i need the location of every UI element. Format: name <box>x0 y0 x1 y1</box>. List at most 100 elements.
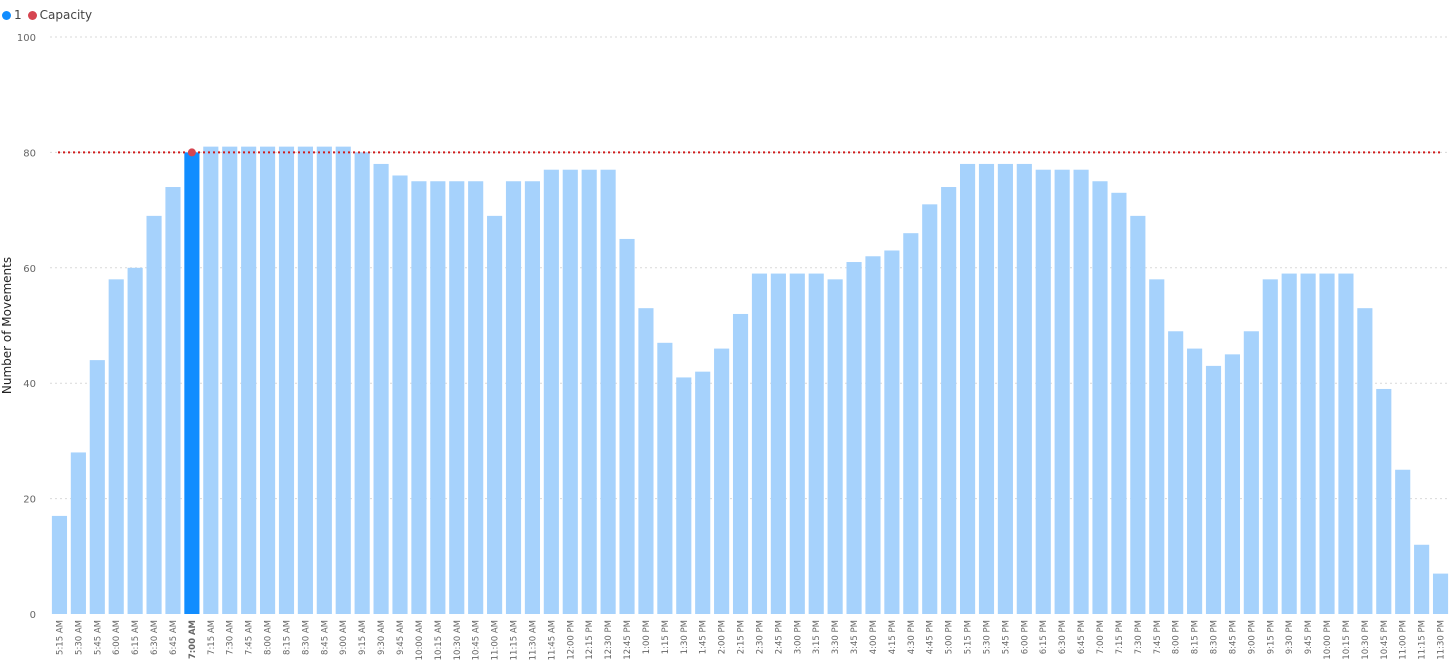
x-tick-label: 11:15 PM <box>1418 620 1428 660</box>
bar <box>562 169 578 614</box>
bar <box>1016 163 1032 614</box>
x-tick-label: 5:30 PM <box>982 620 992 654</box>
bar <box>1130 215 1146 614</box>
bar <box>1395 469 1411 614</box>
bar <box>789 273 805 614</box>
x-tick-label: 10:15 AM <box>434 620 444 660</box>
bar <box>222 146 238 614</box>
x-tick-label: 11:00 PM <box>1399 620 1409 660</box>
x-tick-label: 2:15 PM <box>737 620 747 654</box>
bar <box>1338 273 1354 614</box>
x-tick-label: 2:45 PM <box>774 620 784 654</box>
x-tick-label: 8:00 AM <box>264 620 274 655</box>
bar <box>676 377 692 614</box>
bar <box>373 163 389 614</box>
x-tick-label: 7:00 AM <box>188 620 198 659</box>
bar <box>127 267 143 614</box>
x-tick-label: 12:00 PM <box>566 620 576 660</box>
bar <box>751 273 768 614</box>
bar <box>997 163 1013 614</box>
bar <box>468 181 484 614</box>
bar <box>1262 279 1278 614</box>
x-tick-label: 7:30 PM <box>1134 620 1144 654</box>
bar <box>600 169 616 614</box>
y-tick-label: 40 <box>23 379 36 390</box>
x-tick-label: 8:45 PM <box>1228 620 1238 654</box>
bar <box>543 169 559 614</box>
x-tick-label: 6:00 AM <box>112 620 122 655</box>
legend-item-series-1[interactable]: 1 <box>2 8 22 22</box>
legend-label-capacity: Capacity <box>39 8 93 22</box>
x-tick-label: 4:45 PM <box>926 620 936 654</box>
bar <box>1243 331 1259 614</box>
bar <box>732 313 749 614</box>
x-tick-label: 3:15 PM <box>812 620 822 654</box>
y-tick-label: 20 <box>23 495 36 506</box>
x-tick-label: 5:45 AM <box>93 620 103 655</box>
bar <box>1035 169 1051 614</box>
x-tick-label: 11:30 PM <box>1437 620 1447 660</box>
x-tick-label: 8:15 AM <box>282 620 292 655</box>
bar <box>1224 354 1240 614</box>
bar <box>430 181 446 614</box>
bar <box>278 146 295 614</box>
y-tick-label: 0 <box>30 610 36 621</box>
x-axis: 5:15 AM 5:30 AM 5:45 AM 6:00 AM 6:15 AM 6:30 … <box>55 620 1446 660</box>
x-tick-label: 2:00 PM <box>718 620 728 654</box>
bar <box>203 146 219 614</box>
x-tick-label: 9:00 PM <box>1247 620 1257 654</box>
x-tick-label: 3:00 PM <box>793 620 803 654</box>
x-tick-label: 9:45 AM <box>396 620 406 655</box>
bar <box>808 273 824 614</box>
bar <box>1376 388 1392 614</box>
x-tick-label: 5:15 AM <box>55 620 65 655</box>
x-tick-label: 3:30 PM <box>831 620 841 654</box>
bar <box>392 175 408 615</box>
legend-item-capacity[interactable]: Capacity <box>27 8 93 22</box>
x-tick-label: 6:15 PM <box>1039 620 1049 654</box>
bar <box>978 163 995 614</box>
x-tick-label: 5:45 PM <box>1001 620 1011 654</box>
bar <box>1111 192 1127 615</box>
x-tick-label: 7:45 PM <box>1153 620 1163 654</box>
capacity-series <box>58 148 1440 157</box>
bar <box>770 273 786 614</box>
bars <box>51 146 1449 615</box>
x-tick-label: 2:30 PM <box>755 620 765 654</box>
x-tick-label: 7:00 PM <box>1096 620 1106 654</box>
x-tick-label: 1:45 PM <box>699 620 709 654</box>
bar <box>1054 169 1070 614</box>
bar <box>411 181 427 614</box>
bar <box>884 250 900 615</box>
x-tick-label: 6:45 PM <box>1077 620 1087 654</box>
bar <box>70 452 86 614</box>
x-tick-label: 7:30 AM <box>226 620 236 655</box>
bar <box>108 279 124 614</box>
bar <box>1168 331 1184 614</box>
x-tick-label: 9:30 PM <box>1285 620 1295 654</box>
bar <box>619 238 635 614</box>
y-tick-label: 80 <box>23 148 36 159</box>
x-tick-label: 8:30 AM <box>301 620 311 655</box>
bar <box>1073 169 1089 614</box>
x-tick-label: 7:15 PM <box>1115 620 1125 654</box>
bar <box>505 181 522 614</box>
bar <box>335 146 351 614</box>
x-tick-label: 9:15 PM <box>1266 620 1276 654</box>
y-tick-label: 100 <box>17 33 36 44</box>
x-tick-label: 4:30 PM <box>907 620 917 654</box>
legend-label-series-1: 1 <box>14 8 22 22</box>
x-tick-label: 11:45 AM <box>547 620 557 660</box>
x-tick-label: 8:30 PM <box>1210 620 1220 654</box>
x-tick-label: 7:15 AM <box>207 620 217 655</box>
x-tick-label: 10:15 PM <box>1342 620 1352 660</box>
bar <box>1300 273 1316 614</box>
bar <box>922 204 938 614</box>
bar <box>638 308 654 614</box>
legend: 1 Capacity <box>2 6 98 24</box>
bar <box>695 371 711 614</box>
bar <box>51 515 68 614</box>
bar <box>1432 573 1449 614</box>
x-tick-label: 6:30 PM <box>1058 620 1068 654</box>
